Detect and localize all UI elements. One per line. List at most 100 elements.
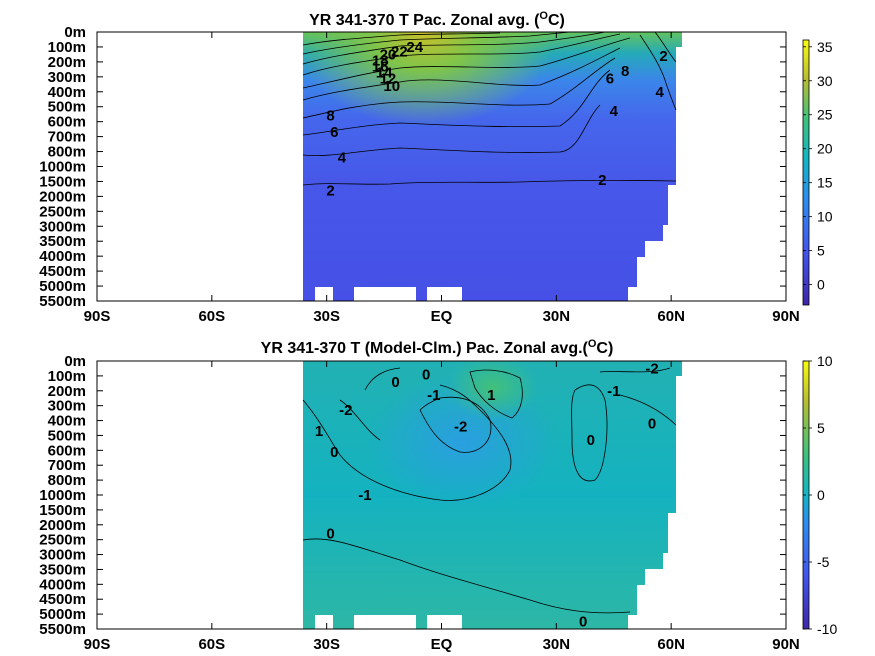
- y-tick-label: 100m: [48, 368, 86, 385]
- topography: [427, 615, 462, 629]
- x-tick-label: 90N: [772, 308, 800, 325]
- y-tick-label: 300m: [48, 398, 86, 415]
- topography: [354, 615, 416, 629]
- contour-label: 24: [406, 39, 423, 56]
- y-tick-label: 2500m: [39, 203, 86, 220]
- contour-label: 1: [315, 423, 323, 440]
- colorbar-tick-label: 10: [817, 353, 833, 369]
- x-tick-label: 90N: [772, 636, 800, 653]
- y-tick-label: 500m: [48, 99, 86, 116]
- x-tick-label: 30N: [543, 308, 571, 325]
- contour-label: 0: [648, 416, 656, 433]
- contour-lines: [302, 31, 677, 186]
- colorbar-ticks: 10 5 0 -5 -10: [803, 353, 837, 637]
- contour-lines: [302, 367, 677, 614]
- y-tick-label: 300m: [48, 69, 86, 86]
- contour-label: 12: [380, 70, 397, 87]
- contour-label: 0: [579, 614, 587, 631]
- colorbar: [802, 39, 810, 306]
- contour-label: 16: [372, 58, 389, 75]
- y-tick-label: 700m: [48, 129, 86, 146]
- colorbar-tick-label: 20: [817, 141, 833, 157]
- colorbar-tick-label: 30: [817, 73, 833, 89]
- x-tick-label: 30S: [313, 308, 340, 325]
- contour-label: 2: [659, 48, 667, 65]
- x-tick-label: 60N: [657, 308, 685, 325]
- y-tick-label: 3500m: [39, 233, 86, 250]
- contour-label: 14: [376, 64, 393, 81]
- colorbar-tick-label: 15: [817, 175, 833, 191]
- y-tick-label: 3000m: [39, 218, 86, 235]
- contour-label: 18: [372, 52, 389, 69]
- contour-label: 0: [422, 366, 430, 383]
- y-tick-label: 600m: [48, 114, 86, 131]
- colorbar-tick-label: 5: [817, 420, 825, 436]
- y-tick-label: 3000m: [39, 547, 86, 564]
- y-tick-label: 200m: [48, 54, 86, 71]
- x-tick-label: 90S: [84, 636, 111, 653]
- y-tick-label: 4500m: [39, 591, 86, 608]
- x-tick-label: 60S: [198, 308, 225, 325]
- contour-labels: 0 0-1 1-2-210-10-2-1000: [315, 360, 659, 630]
- chart-title: YR 341-370 T (Model-Clm.) Pac. Zonal avg…: [261, 338, 614, 357]
- y-tick-label: 4000m: [39, 248, 86, 265]
- warm-anomaly: [303, 361, 682, 629]
- y-axis: 0m100m200m300m400m500m600m700m800m1000m1…: [39, 24, 786, 310]
- contour-label: 4: [656, 84, 665, 101]
- y-tick-label: 5500m: [39, 621, 86, 638]
- panel-top: YR 341-370 T Pac. Zonal avg. (OC) 242220…: [39, 10, 833, 325]
- y-tick-label: 2000m: [39, 188, 86, 205]
- contour-label: 8: [326, 108, 334, 125]
- y-tick-label: 1500m: [39, 173, 86, 190]
- contour-label: 20: [380, 46, 397, 63]
- colorbar-tick-label: 0: [817, 487, 825, 503]
- contour-label: 4: [338, 150, 347, 167]
- contour-label: 0: [587, 432, 595, 449]
- y-tick-label: 400m: [48, 84, 86, 101]
- y-tick-label: 5000m: [39, 606, 86, 623]
- y-tick-label: 2500m: [39, 532, 86, 549]
- x-tick-label: 30N: [543, 636, 571, 653]
- y-tick-label: 100m: [48, 39, 86, 56]
- contour-label: 2: [326, 182, 334, 199]
- contour-label: 0: [326, 526, 334, 543]
- y-tick-label: 3500m: [39, 561, 86, 578]
- contour-label: 0: [330, 444, 338, 461]
- y-tick-label: 800m: [48, 472, 86, 489]
- colorbar-tick-label: 10: [817, 209, 833, 225]
- contour-label: 4: [610, 103, 619, 120]
- colorbar-tick-label: 25: [817, 107, 833, 123]
- y-tick-label: 5000m: [39, 278, 86, 295]
- chart-title: YR 341-370 T Pac. Zonal avg. (OC): [309, 10, 565, 29]
- contour-label: 22: [391, 43, 408, 60]
- y-tick-label: 1500m: [39, 502, 86, 519]
- panel-bottom: YR 341-370 T (Model-Clm.) Pac. Zonal avg…: [39, 338, 837, 653]
- colorbar-tick-label: -10: [817, 621, 837, 637]
- x-axis: 90S 60S 30S EQ 30N 60N 90N: [84, 361, 800, 653]
- contour-label: 2: [598, 172, 606, 189]
- y-tick-label: 400m: [48, 413, 86, 430]
- contour-label: -1: [427, 387, 440, 404]
- contour-label: 10: [383, 78, 400, 95]
- contour-label: -2: [454, 419, 467, 436]
- y-tick-label: 1000m: [39, 159, 86, 176]
- y-tick-label: 1000m: [39, 487, 86, 504]
- contour-label: 1: [487, 387, 495, 404]
- colorbar-tick-label: 0: [817, 277, 825, 293]
- topography: [315, 615, 333, 629]
- colorbar-ticks: 35 30 25 20 15 10 5 0: [803, 39, 833, 293]
- colorbar-tick-label: 35: [817, 39, 833, 55]
- colorbar-tick-label: -5: [817, 554, 830, 570]
- contour-label: 8: [621, 63, 629, 80]
- contour-label: 0: [391, 374, 399, 391]
- x-tick-label: 30S: [313, 636, 340, 653]
- topography: [427, 287, 462, 301]
- topography: [354, 287, 416, 301]
- y-tick-label: 0m: [64, 24, 86, 41]
- topography: [315, 287, 333, 301]
- y-tick-label: 4000m: [39, 576, 86, 593]
- contour-label: -1: [607, 383, 620, 400]
- warm-pool: [303, 32, 682, 301]
- x-tick-label: EQ: [431, 308, 453, 325]
